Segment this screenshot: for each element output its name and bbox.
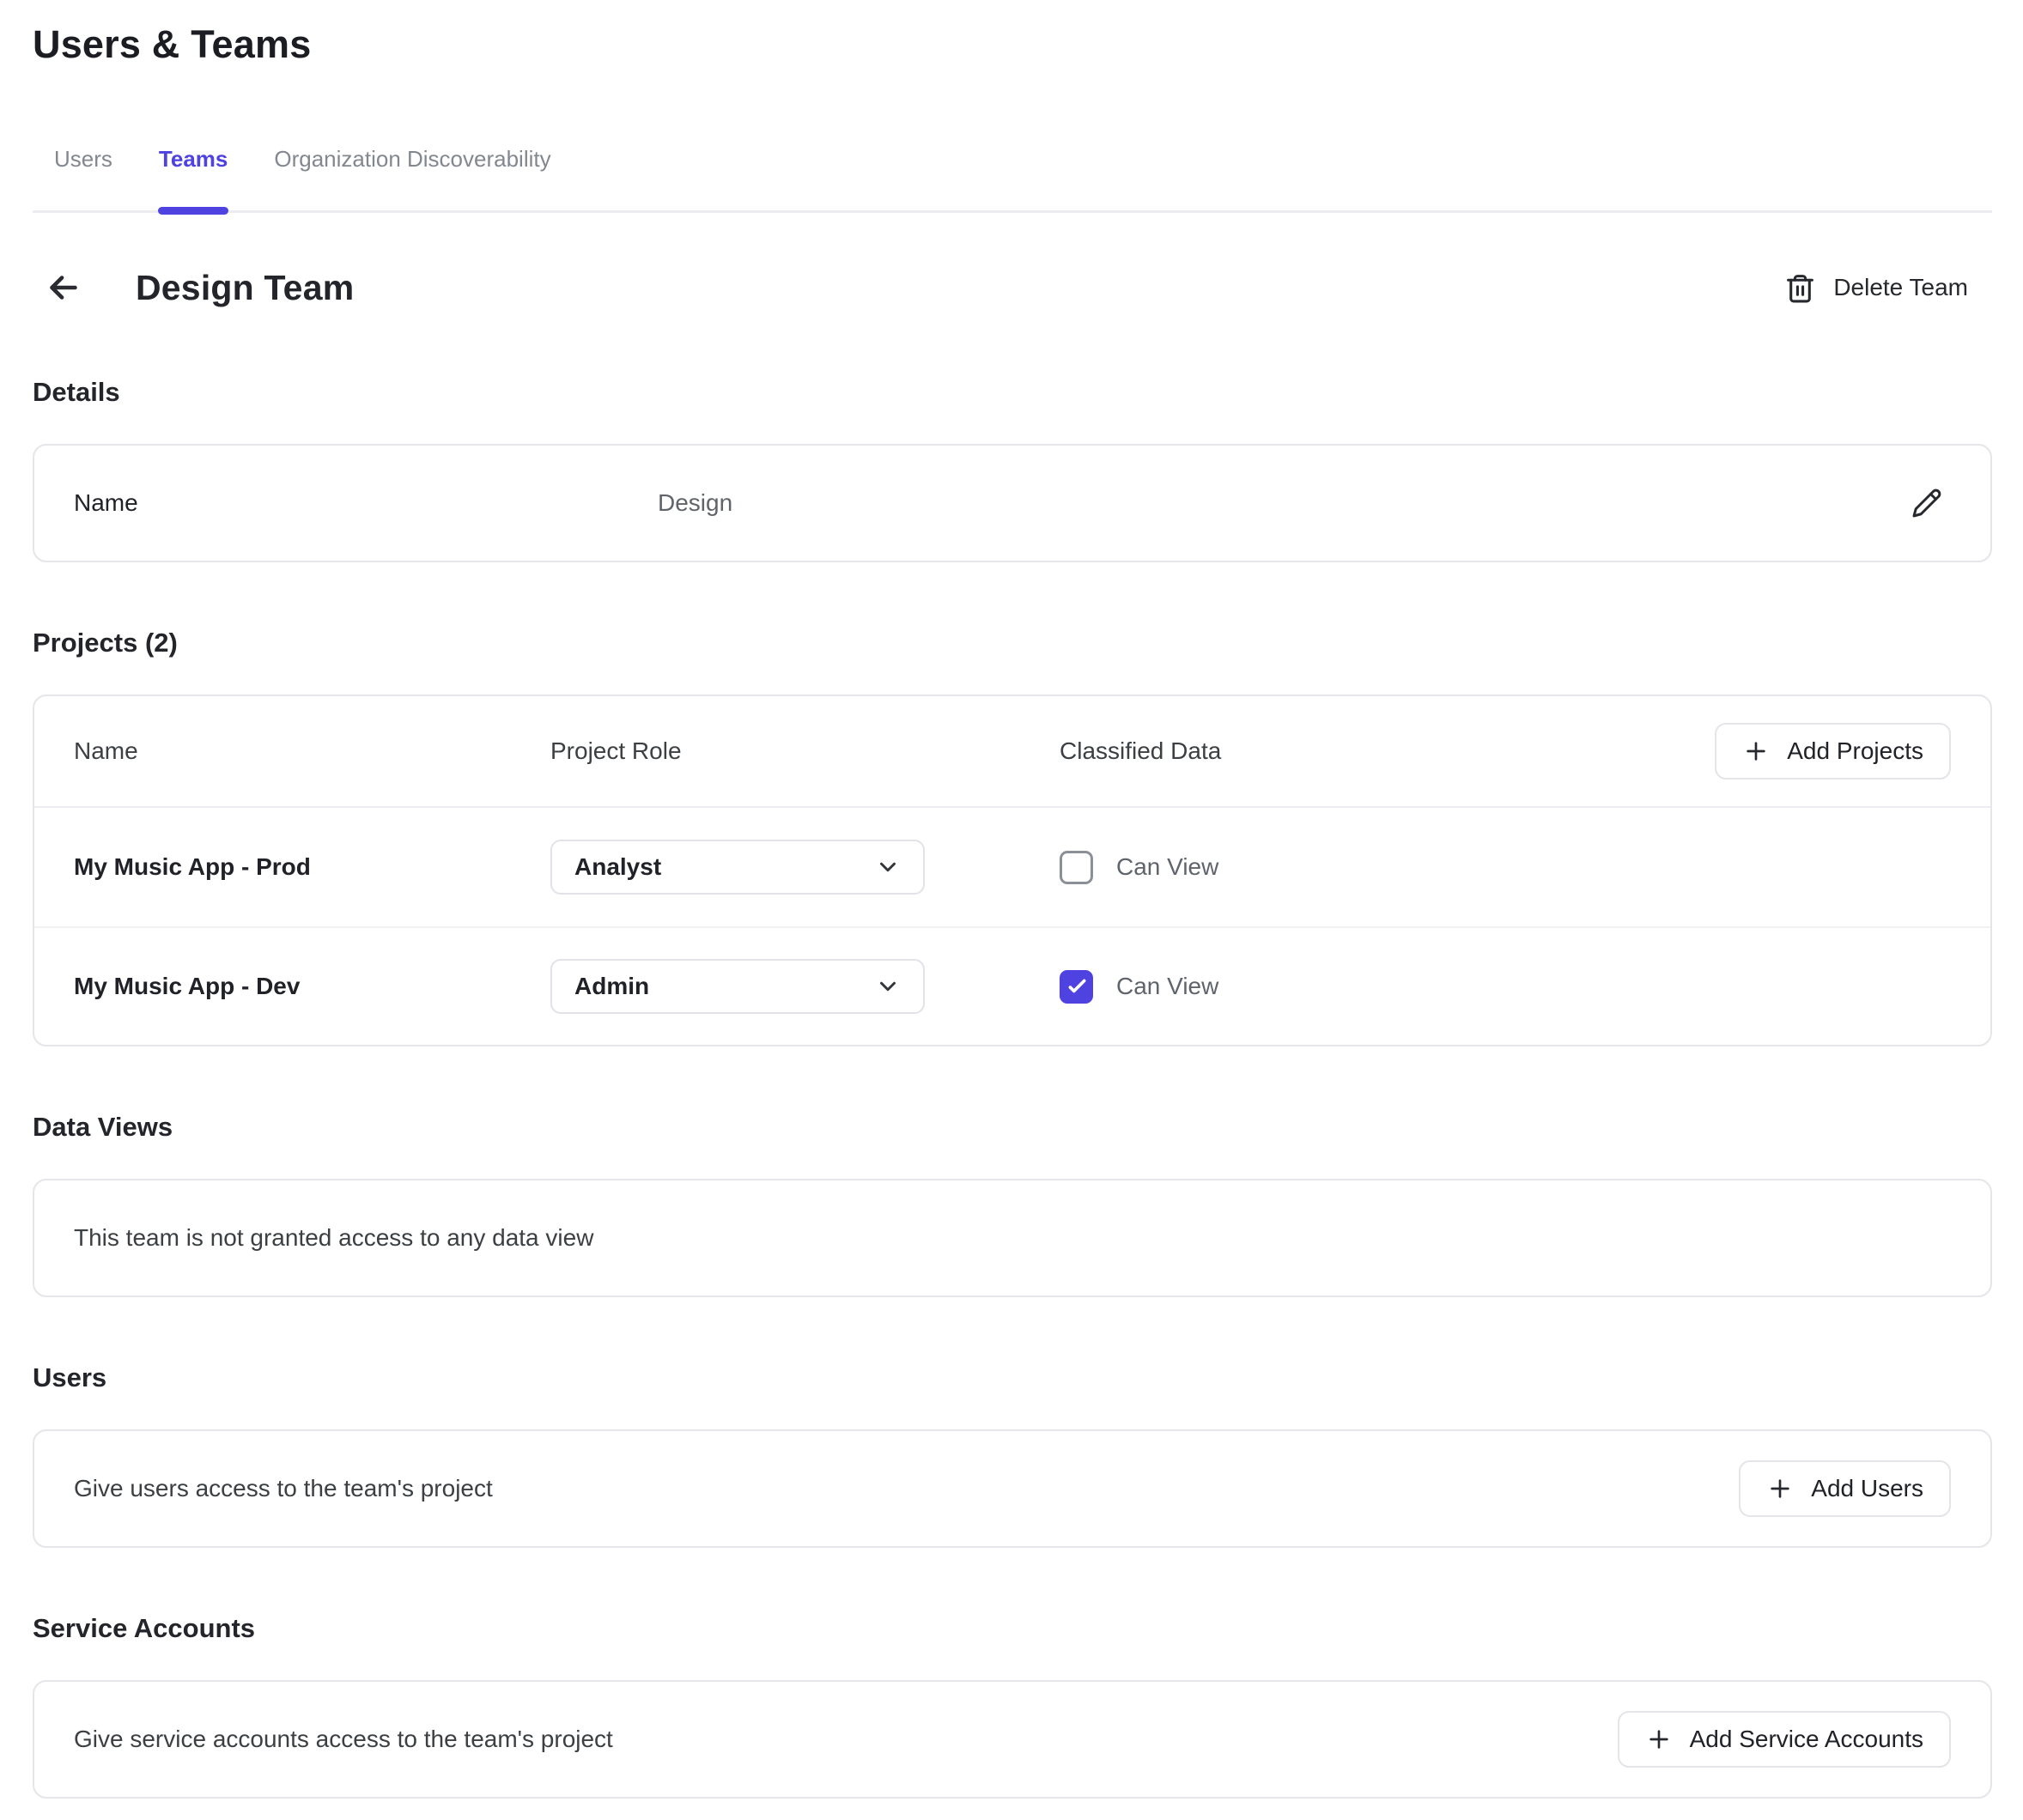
add-projects-button[interactable]: Add Projects	[1715, 723, 1951, 780]
service-accounts-card: Give service accounts access to the team…	[33, 1680, 1992, 1799]
name-label: Name	[74, 489, 138, 516]
chevron-down-icon	[880, 981, 896, 992]
add-users-button[interactable]: Add Users	[1739, 1460, 1951, 1517]
name-value: Design	[658, 489, 733, 516]
trash-icon	[1787, 274, 1814, 302]
add-service-accounts-button[interactable]: Add Service Accounts	[1617, 1711, 1951, 1768]
can-view-checkbox-group[interactable]: Can View	[1060, 850, 1951, 884]
page-title: Users & Teams	[33, 22, 312, 66]
delete-team-button[interactable]: Delete Team	[1784, 272, 1968, 304]
project-name: My Music App - Dev	[74, 973, 301, 999]
data-views-heading: Data Views	[33, 1112, 173, 1142]
column-name: Name	[74, 737, 138, 764]
projects-card: Name Project Role Classified Data Add Pr…	[33, 695, 1992, 1046]
data-views-empty-message: This team is not granted access to any d…	[74, 1224, 594, 1251]
team-header: Design Team Delete Team	[33, 264, 1992, 312]
projects-table-header: Name Project Role Classified Data Add Pr…	[34, 696, 1990, 808]
service-accounts-empty-message: Give service accounts access to the team…	[74, 1726, 613, 1752]
project-role-select[interactable]: Analyst	[550, 840, 925, 895]
back-button[interactable]	[39, 264, 88, 312]
project-role-select[interactable]: Admin	[550, 959, 925, 1014]
can-view-label: Can View	[1116, 973, 1219, 999]
plus-icon	[1649, 1730, 1668, 1749]
plus-icon	[1771, 1479, 1789, 1498]
data-views-card: This team is not granted access to any d…	[33, 1179, 1992, 1297]
add-service-accounts-label: Add Service Accounts	[1689, 1726, 1923, 1752]
users-card: Give users access to the team's project …	[33, 1429, 1992, 1548]
arrow-left-icon	[50, 276, 77, 300]
project-name: My Music App - Prod	[74, 853, 311, 880]
project-role-value: Analyst	[574, 853, 662, 880]
delete-team-label: Delete Team	[1833, 274, 1968, 300]
edit-name-button[interactable]	[1903, 479, 1951, 527]
chevron-down-icon	[880, 862, 896, 872]
can-view-label: Can View	[1116, 853, 1219, 880]
service-accounts-heading: Service Accounts	[33, 1613, 256, 1643]
can-view-checkbox[interactable]	[1060, 969, 1093, 1004]
users-heading: Users	[33, 1362, 107, 1392]
tab-teams[interactable]: Teams	[136, 146, 251, 215]
tab-bar: Users Teams Organization Discoverability	[33, 146, 1992, 215]
details-name-row: Name Design	[34, 446, 1990, 561]
project-row: My Music App - Dev Admin Can View	[34, 926, 1990, 1045]
check-icon	[1068, 979, 1086, 993]
pencil-icon	[1912, 488, 1941, 518]
tab-organization-discoverability[interactable]: Organization Discoverability	[274, 146, 551, 172]
users-empty-message: Give users access to the team's project	[74, 1475, 493, 1502]
tabs-divider	[33, 210, 1992, 213]
can-view-checkbox[interactable]	[1060, 850, 1093, 884]
project-role-value: Admin	[574, 973, 650, 999]
tab-users[interactable]: Users	[54, 146, 112, 172]
column-classified-data: Classified Data	[1060, 737, 1222, 764]
details-card: Name Design	[33, 444, 1992, 562]
projects-heading: Projects (2)	[33, 628, 178, 658]
add-users-label: Add Users	[1811, 1475, 1923, 1502]
add-projects-label: Add Projects	[1787, 737, 1923, 764]
details-heading: Details	[33, 377, 120, 407]
project-row: My Music App - Prod Analyst Can View	[34, 808, 1990, 926]
plus-icon	[1747, 742, 1765, 761]
can-view-checkbox-group[interactable]: Can View	[1060, 969, 1951, 1004]
column-project-role: Project Role	[550, 737, 682, 764]
team-title: Design Team	[136, 267, 355, 307]
